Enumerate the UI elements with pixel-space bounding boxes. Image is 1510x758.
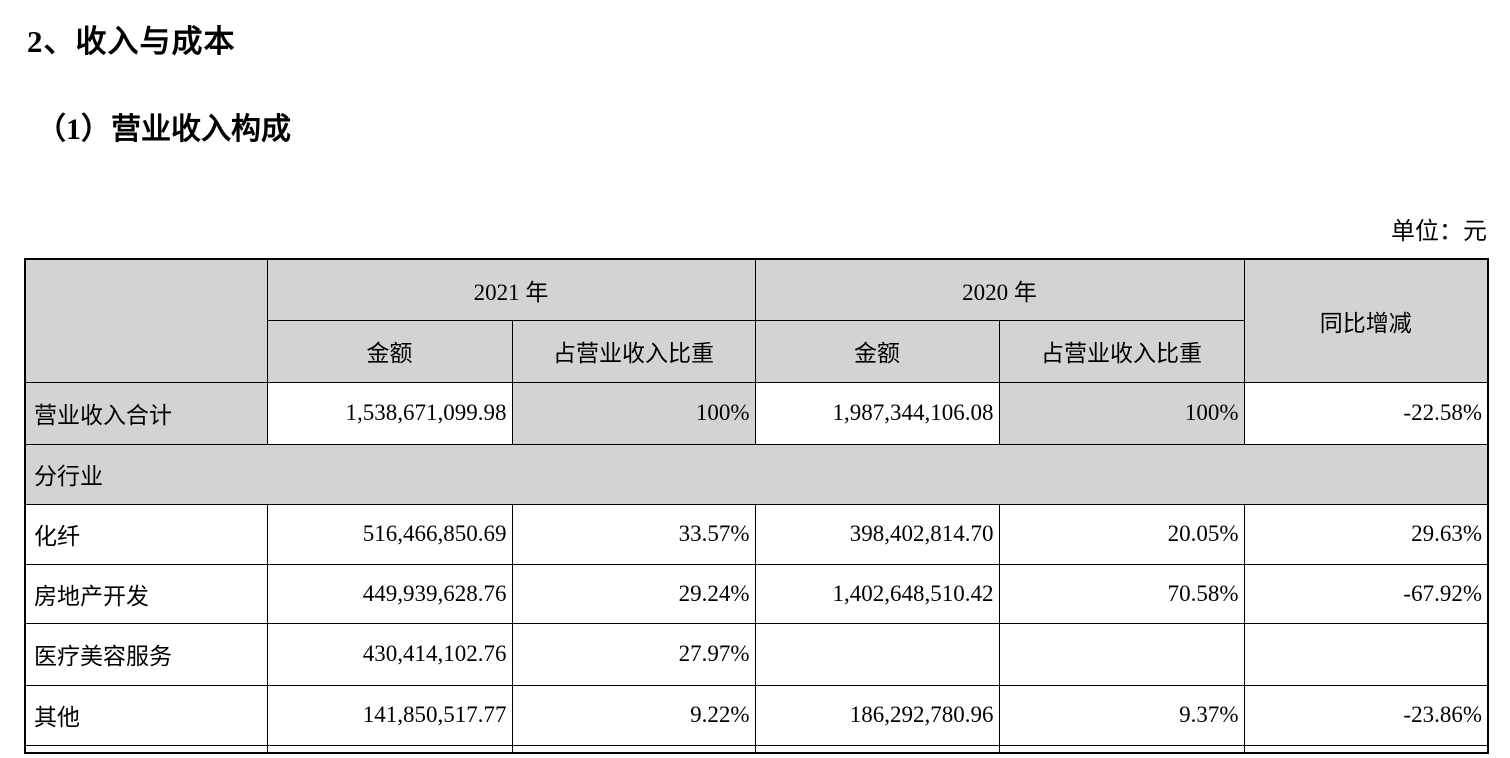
col-header-yoy: 同比增减 [1243, 258, 1489, 383]
amount-2021: 516,466,850.69 [266, 503, 513, 565]
row-label: 其他 [24, 684, 268, 746]
yoy-value [1243, 622, 1489, 686]
table-header-row-measures: 金额 占营业收入比重 金额 占营业收入比重 [25, 319, 1488, 383]
subsection-title: （1）营业收入构成 [36, 113, 291, 146]
yoy-value: 29.63% [1243, 503, 1489, 565]
amount-2021: 141,850,517.77 [266, 684, 513, 746]
pct-2020: 20.05% [998, 503, 1245, 565]
amount-2021: 449,939,628.76 [266, 563, 513, 624]
amount-2020: 398,402,814.70 [754, 503, 1000, 565]
col-header-ratio-2020: 占营业收入比重 [998, 319, 1245, 383]
table-row-section-by-industry: 分行业 [24, 443, 1489, 505]
pct-2021: 9.22% [511, 684, 756, 746]
pct-2021: 33.57% [511, 503, 756, 565]
table-row-medical-beauty: 医疗美容服务 430,414,102.76 27.97% [24, 622, 1489, 686]
row-label-total: 营业收入合计 [24, 381, 268, 445]
empty-cell [266, 744, 513, 754]
section-row-label: 分行业 [24, 443, 1489, 505]
yoy-value: -67.92% [1243, 563, 1489, 624]
total-yoy: -22.58% [1243, 381, 1489, 445]
table-row-other: 其他 141,850,517.77 9.22% 186,292,780.96 9… [24, 684, 1489, 746]
empty-cell [754, 744, 1000, 754]
pct-2020: 9.37% [998, 684, 1245, 746]
amount-2020: 186,292,780.96 [754, 684, 1000, 746]
yoy-value: -23.86% [1243, 684, 1489, 746]
total-amount-2020: 1,987,344,106.08 [754, 381, 1000, 445]
revenue-composition-table: 2021 年 2020 年 同比增减 金额 占营业收入比重 金额 占营业收入比重… [24, 258, 1489, 754]
pct-2020 [998, 622, 1245, 686]
col-header-amount-2021: 金额 [266, 319, 513, 383]
row-label: 医疗美容服务 [24, 622, 268, 686]
section-title: 2、收入与成本 [27, 24, 236, 59]
amount-2021: 430,414,102.76 [266, 622, 513, 686]
pct-2021: 29.24% [511, 563, 756, 624]
table-row-chemical-fiber: 化纤 516,466,850.69 33.57% 398,402,814.70 … [24, 503, 1489, 565]
total-amount-2021: 1,538,671,099.98 [266, 381, 513, 445]
col-header-2021: 2021 年 [266, 258, 756, 321]
amount-2020: 1,402,648,510.42 [754, 563, 1000, 624]
pct-2021: 27.97% [511, 622, 756, 686]
total-pct-2020: 100% [998, 381, 1245, 445]
total-pct-2021: 100% [511, 381, 756, 445]
empty-cell [24, 744, 268, 754]
amount-2020 [754, 622, 1000, 686]
empty-cell [511, 744, 756, 754]
pct-2020: 70.58% [998, 563, 1245, 624]
empty-cell [1243, 744, 1489, 754]
table-row-real-estate: 房地产开发 449,939,628.76 29.24% 1,402,648,51… [24, 563, 1489, 624]
row-label: 房地产开发 [24, 563, 268, 624]
col-header-ratio-2021: 占营业收入比重 [511, 319, 756, 383]
table-header-row-years: 2021 年 2020 年 同比增减 [24, 258, 1489, 383]
table-row-partial-cutoff [24, 744, 1489, 754]
unit-label: 单位：元 [1391, 219, 1487, 245]
empty-cell [998, 744, 1245, 754]
row-label: 化纤 [24, 503, 268, 565]
corner-cell [24, 258, 268, 383]
col-header-2020: 2020 年 [754, 258, 1245, 321]
table-row-total: 营业收入合计 1,538,671,099.98 100% 1,987,344,1… [24, 381, 1489, 445]
col-header-amount-2020: 金额 [754, 319, 1000, 383]
